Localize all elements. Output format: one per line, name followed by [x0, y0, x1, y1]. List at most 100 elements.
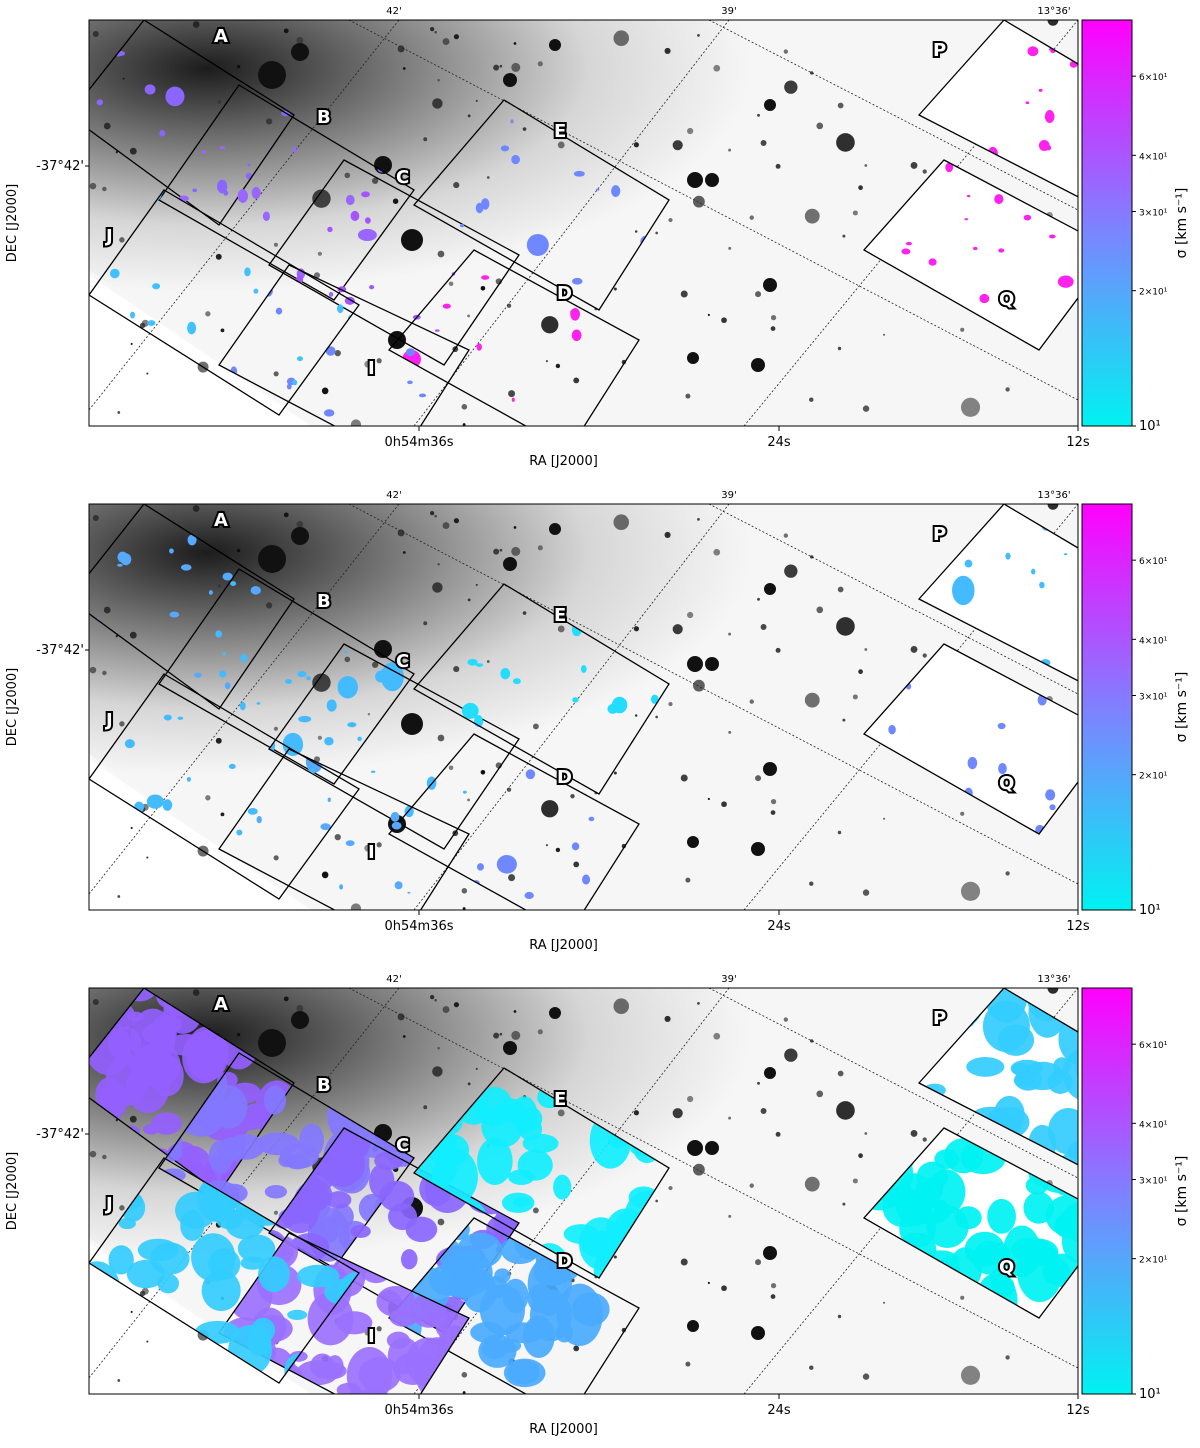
colorbar-tick-label: 4×10¹ — [1139, 636, 1168, 646]
x-tick-label: 24s — [767, 919, 791, 934]
region-label-e: E — [554, 1089, 566, 1110]
region-q-outline — [862, 643, 1078, 835]
region-label-j: J — [104, 1194, 113, 1215]
x-tick-label: 12s — [1066, 919, 1090, 934]
region-b-outline — [158, 84, 415, 301]
map-panel-1: A B C D E I J P Q 0h54m36s 24s 12s RA [J2000] 42' 39' 1… — [0, 0, 1200, 480]
region-q-outline — [862, 159, 1078, 351]
region-label-c: C — [396, 167, 409, 188]
x-tick-label: 24s — [767, 435, 791, 450]
colorbar-tick-label: 3×10¹ — [1139, 693, 1168, 703]
region-d-outline — [387, 1217, 640, 1394]
colorbar — [1081, 19, 1133, 427]
sky-image — [89, 20, 1078, 426]
region-a-outline — [89, 504, 295, 710]
region-label-d: D — [557, 767, 572, 788]
region-d-outline — [387, 733, 640, 910]
y-tick-label: -37°42' — [36, 159, 84, 174]
region-e-outline — [412, 583, 670, 795]
region-label-a: A — [214, 26, 228, 47]
top-tick-label: 13°36' — [1037, 974, 1070, 985]
region-label-d: D — [557, 283, 572, 304]
x-tick-label: 0h54m36s — [384, 919, 453, 934]
sky-image — [89, 504, 1078, 910]
x-tick-label: 0h54m36s — [384, 1403, 453, 1418]
region-label-i: I — [368, 842, 375, 863]
top-tick-label: 42' — [386, 974, 401, 985]
x-tick-label: 12s — [1066, 1403, 1090, 1418]
region-label-e: E — [554, 605, 566, 626]
region-label-d: D — [557, 1251, 572, 1272]
region-p-outline — [917, 988, 1078, 1166]
region-label-q: Q — [999, 289, 1014, 310]
map-panel-3: A B C D E I J P Q 0h54m36s 24s 12s RA [J2000] 42' 39' 1… — [0, 968, 1200, 1448]
colorbar-tick-label: 4×10¹ — [1139, 1120, 1168, 1130]
colorbar-label: σ [km s⁻¹] — [1174, 1156, 1190, 1227]
colorbar-tick-label: 10¹ — [1139, 419, 1161, 434]
colorbar-tick-label: 6×10¹ — [1139, 1041, 1168, 1051]
top-tick-label: 39' — [721, 490, 736, 501]
top-tick-label: 39' — [721, 6, 736, 17]
region-label-q: Q — [999, 773, 1014, 794]
region-j-outline — [89, 1157, 360, 1384]
colorbar-tick-label: 3×10¹ — [1139, 1177, 1168, 1187]
colorbar-tick-label: 2×10¹ — [1139, 288, 1168, 298]
top-tick-label: 13°36' — [1037, 490, 1070, 501]
y-axis-label: DEC [J2000] — [5, 668, 20, 747]
colorbar-tick-label: 6×10¹ — [1139, 557, 1168, 567]
region-q-outline — [862, 1127, 1078, 1319]
region-label-p: P — [933, 1008, 946, 1029]
colorbar-tick-label: 6×10¹ — [1139, 73, 1168, 83]
colorbar-label: σ [km s⁻¹] — [1174, 188, 1190, 259]
region-b-outline — [158, 568, 415, 785]
colorbar-tick-label: 4×10¹ — [1139, 152, 1168, 162]
region-label-b: B — [317, 591, 331, 612]
region-j-outline — [89, 673, 360, 900]
map-svg: A B C D E I J P Q 0h54m36s 24s 12s RA [J2000] 42' 39' 1… — [5, 490, 1190, 953]
top-tick-label: 42' — [386, 490, 401, 501]
region-e-outline — [412, 99, 670, 311]
region-label-p: P — [933, 524, 946, 545]
colorbar — [1081, 987, 1133, 1395]
colorbar-tick-label: 3×10¹ — [1139, 209, 1168, 219]
region-a-outline — [89, 20, 295, 226]
map-panel-2: A B C D E I J P Q 0h54m36s 24s 12s RA [J2000] 42' 39' 1… — [0, 484, 1200, 964]
region-i-outline — [218, 264, 470, 426]
map-svg: A B C D E I J P Q 0h54m36s 24s 12s RA [J2000] 42' 39' 1… — [5, 974, 1190, 1437]
x-tick-label: 24s — [767, 1403, 791, 1418]
x-axis-label: RA [J2000] — [529, 454, 598, 469]
top-tick-label: 39' — [721, 974, 736, 985]
region-d-outline — [387, 249, 640, 426]
colorbar-tick-label: 10¹ — [1139, 1387, 1161, 1402]
region-label-i: I — [368, 1326, 375, 1347]
colorbar-tick-label: 2×10¹ — [1139, 1256, 1168, 1266]
plot-frame — [88, 987, 1079, 1395]
region-c-outline — [268, 159, 520, 366]
region-label-e: E — [554, 121, 566, 142]
region-p-outline — [917, 504, 1078, 682]
y-axis-label: DEC [J2000] — [5, 184, 20, 263]
region-j-outline — [89, 189, 360, 416]
x-axis-label: RA [J2000] — [529, 938, 598, 953]
y-tick-label: -37°42' — [36, 1127, 84, 1142]
x-tick-label: 12s — [1066, 435, 1090, 450]
region-label-p: P — [933, 40, 946, 61]
y-axis-label: DEC [J2000] — [5, 1152, 20, 1231]
x-tick-label: 0h54m36s — [384, 435, 453, 450]
region-label-a: A — [214, 994, 228, 1015]
region-label-j: J — [104, 710, 113, 731]
region-label-b: B — [317, 107, 331, 128]
region-label-c: C — [396, 651, 409, 672]
region-c-outline — [268, 643, 520, 850]
region-label-b: B — [317, 1075, 331, 1096]
y-tick-label: -37°42' — [36, 643, 84, 658]
colorbar-label: σ [km s⁻¹] — [1174, 672, 1190, 743]
x-axis-label: RA [J2000] — [529, 1422, 598, 1437]
region-i-outline — [218, 748, 470, 910]
top-tick-label: 13°36' — [1037, 6, 1070, 17]
colorbar-tick-label: 2×10¹ — [1139, 772, 1168, 782]
region-label-c: C — [396, 1135, 409, 1156]
top-tick-label: 42' — [386, 6, 401, 17]
region-i-outline — [218, 1232, 470, 1394]
plot-frame — [88, 503, 1079, 911]
